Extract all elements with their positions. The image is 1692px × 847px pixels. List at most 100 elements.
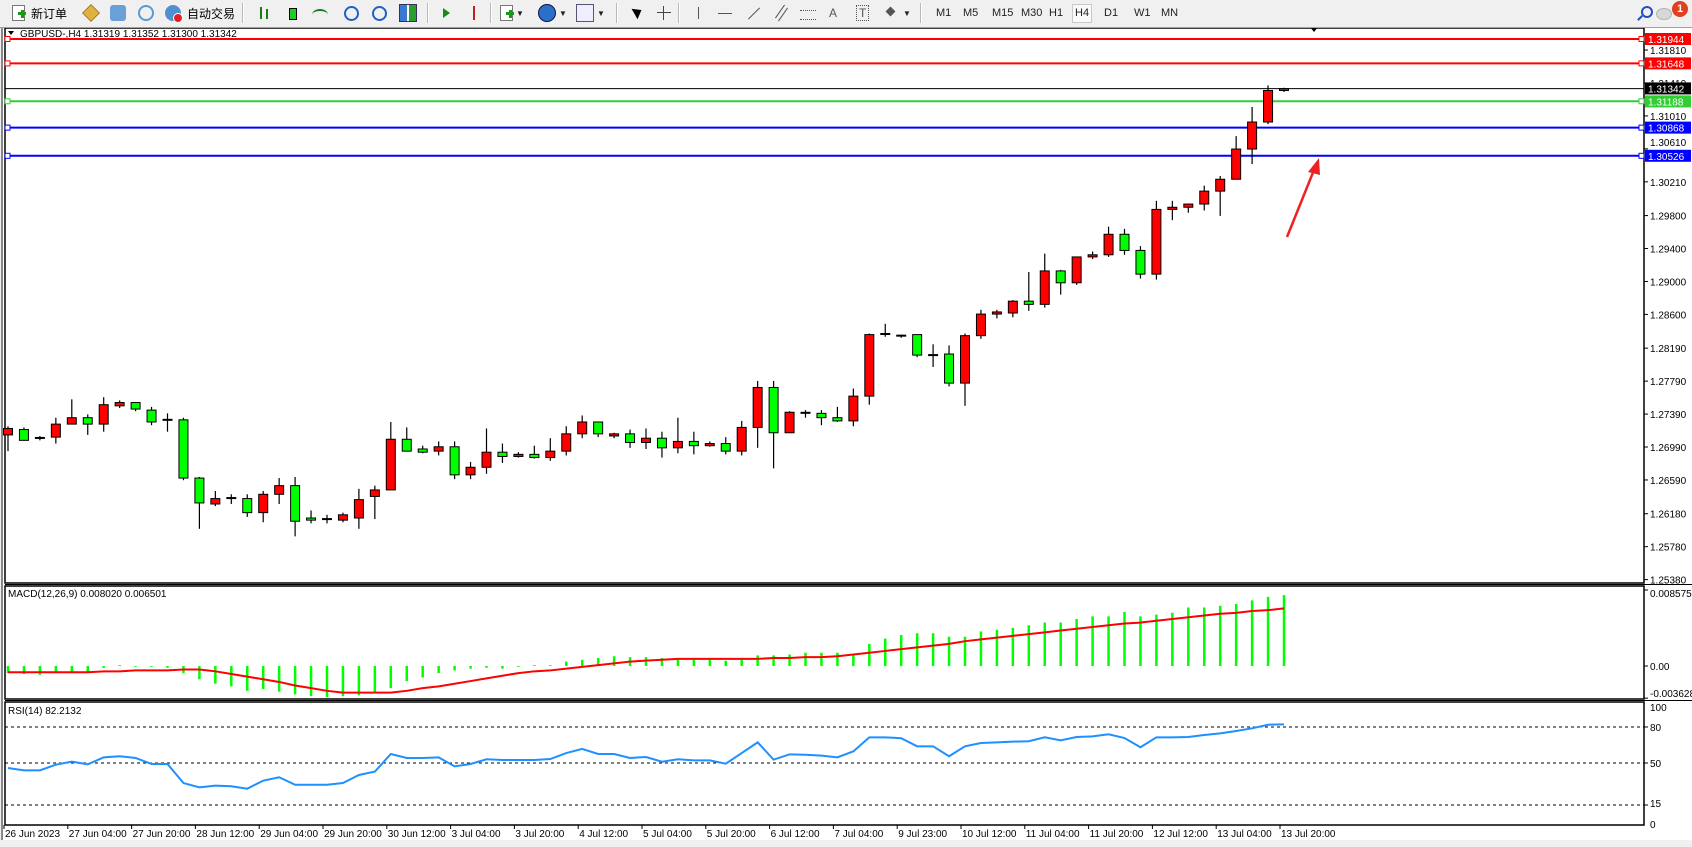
line-handle[interactable] [1638, 60, 1645, 67]
candle-body [912, 334, 923, 356]
line-handle[interactable] [1638, 98, 1645, 105]
candle [1199, 185, 1210, 211]
channel-tool[interactable] [772, 3, 788, 23]
tile-windows-button[interactable] [399, 3, 417, 23]
candle [529, 445, 540, 459]
trendline-tool[interactable] [746, 3, 762, 23]
diamond-icon [82, 4, 100, 22]
template-icon [576, 4, 594, 22]
candle [944, 345, 955, 387]
line-handle[interactable] [1638, 124, 1645, 131]
candle [768, 380, 779, 469]
candle [832, 406, 843, 422]
autoscroll-button[interactable] [438, 3, 454, 23]
periods-button[interactable]: ▼ [538, 3, 567, 23]
line-handle[interactable] [4, 98, 11, 105]
rsi-tick-label: 15 [1650, 799, 1662, 810]
candle [1039, 253, 1050, 308]
candle [82, 414, 93, 435]
candle [337, 512, 348, 523]
line-handle[interactable] [4, 36, 11, 42]
text-tool-icon: A [829, 6, 838, 20]
timeframe-mn[interactable]: MN [1161, 7, 1179, 19]
market-watch-button[interactable] [82, 3, 100, 23]
rsi-tick-label: 80 [1650, 723, 1662, 734]
candle [226, 494, 237, 505]
indicators-button[interactable]: ▼ [500, 3, 524, 23]
price-tag-label: 1.30526 [1648, 152, 1685, 163]
candle-body [50, 423, 61, 438]
line-handle[interactable] [1638, 152, 1645, 159]
candle [433, 441, 444, 456]
cursor-tool[interactable] [630, 3, 646, 23]
timeframe-h4[interactable]: H4 [1072, 4, 1093, 23]
candle-body [98, 404, 109, 425]
fibonacci-tool[interactable] [800, 3, 816, 23]
price-tag [1645, 95, 1691, 108]
candle [672, 417, 683, 454]
new-order-button[interactable]: 新订单 [12, 3, 67, 23]
auto-trading-icon [165, 5, 183, 23]
line-handle[interactable] [4, 124, 11, 131]
candle-body [545, 450, 556, 459]
candlestick-chart-button[interactable] [284, 3, 300, 23]
candle [385, 421, 396, 491]
line-handle[interactable] [4, 152, 11, 159]
timeframe-m30[interactable]: M30 [1021, 7, 1043, 19]
line-handle[interactable] [1638, 36, 1645, 42]
search-button[interactable] [1636, 3, 1653, 23]
text-tool[interactable]: A [829, 3, 837, 23]
timeframe-d1[interactable]: D1 [1104, 7, 1119, 19]
candle-body [1247, 121, 1258, 150]
arrows-icon [884, 5, 900, 21]
zoom-out-button[interactable] [372, 3, 387, 23]
candle-body [210, 498, 221, 505]
crosshair-tool[interactable] [656, 3, 672, 23]
chart-background [3, 28, 1692, 840]
timeframe-w1[interactable]: W1 [1134, 7, 1151, 19]
tile-windows-icon [399, 4, 417, 22]
macd-panel [4, 585, 1645, 700]
candle [18, 427, 29, 441]
price-tick-label: 1.31010 [1650, 112, 1687, 123]
zoom-in-button[interactable] [344, 3, 359, 23]
timeframe-m15[interactable]: M15 [992, 7, 1014, 19]
timeframe-m1[interactable]: M1 [936, 7, 952, 19]
candle-body [194, 477, 205, 504]
chat-bubble-icon[interactable] [1656, 8, 1672, 20]
templates-button[interactable]: ▼ [576, 3, 605, 23]
candle [306, 510, 317, 524]
vertical-line-tool[interactable] [691, 3, 707, 23]
candle [1119, 228, 1130, 255]
time-tick-label: 5 Jul 04:00 [643, 829, 692, 840]
auto-trading-button[interactable]: 自动交易 [165, 3, 235, 23]
bar-chart-button[interactable] [256, 3, 272, 23]
signals-button[interactable] [138, 3, 154, 23]
data-window-button[interactable] [110, 3, 126, 23]
candle [928, 344, 939, 367]
timeframe-m5[interactable]: M5 [963, 7, 979, 19]
candle [1071, 256, 1082, 285]
candle-body [991, 311, 1002, 315]
chart-shift-marker-icon[interactable] [1310, 27, 1318, 32]
line-chart-button[interactable] [312, 3, 328, 23]
candle [274, 478, 285, 505]
candlestick-icon [284, 5, 300, 21]
candle [258, 490, 269, 523]
arrows-tool[interactable]: ▼ [884, 3, 911, 23]
candle [1167, 200, 1178, 221]
candle [1103, 226, 1114, 257]
text-label-tool[interactable]: T [856, 3, 870, 23]
horizontal-line-tool[interactable] [717, 3, 733, 23]
candle [561, 426, 572, 456]
price-tag-label: 1.31342 [1648, 84, 1685, 95]
line-handle[interactable] [4, 60, 11, 67]
time-tick-label: 7 Jul 04:00 [834, 829, 883, 840]
new-order-label: 新订单 [31, 6, 68, 21]
timeframe-h1[interactable]: H1 [1049, 7, 1064, 19]
candle-body [385, 438, 396, 491]
chevron-down-icon: ▼ [559, 8, 567, 18]
chart-menu-triangle-icon[interactable] [8, 31, 14, 35]
chart-shift-button[interactable] [466, 3, 482, 23]
